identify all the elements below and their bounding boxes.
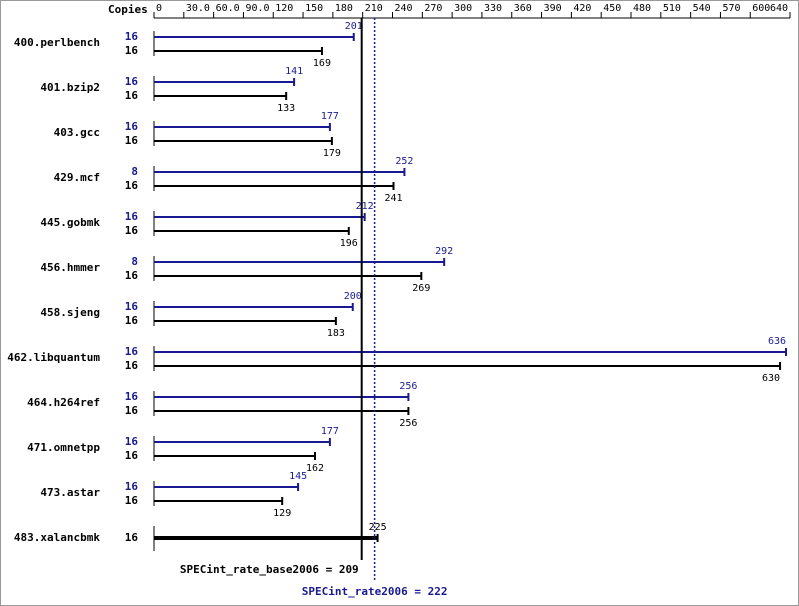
value-label: 225: [369, 522, 387, 533]
value-label: 177: [321, 111, 339, 122]
copies-label: 16: [125, 300, 139, 313]
value-label: 212: [356, 201, 374, 212]
benchmark-name: 445.gobmk: [40, 216, 100, 229]
value-label: 252: [395, 156, 413, 167]
copies-label: 16: [125, 75, 139, 88]
reference-label: SPECint_rate_base2006 = 209: [180, 563, 359, 576]
copies-label: 16: [125, 179, 139, 192]
x-tick-label: 0: [156, 3, 162, 14]
copies-label: 16: [125, 345, 139, 358]
value-label: 162: [306, 463, 324, 474]
x-tick-label: 510: [663, 3, 681, 14]
value-label: 630: [762, 373, 780, 384]
x-tick-label: 270: [424, 3, 442, 14]
benchmark-name: 403.gcc: [54, 126, 100, 139]
value-label: 183: [327, 328, 345, 339]
value-label: 169: [313, 58, 331, 69]
copies-label: 16: [125, 435, 139, 448]
copies-label: 16: [125, 30, 139, 43]
copies-label: 16: [125, 44, 139, 57]
benchmark-name: 458.sjeng: [40, 306, 100, 319]
copies-label: 16: [125, 449, 139, 462]
benchmark-name: 462.libquantum: [7, 351, 100, 364]
value-label: 145: [289, 471, 307, 482]
value-label: 292: [435, 246, 453, 257]
value-label: 196: [340, 238, 358, 249]
copies-label: 16: [125, 494, 139, 507]
copies-label: 16: [125, 359, 139, 372]
copies-label: 16: [125, 404, 139, 417]
copies-label: 16: [125, 531, 139, 544]
x-tick-label: 390: [544, 3, 562, 14]
benchmark-name: 464.h264ref: [27, 396, 100, 409]
copies-label: 16: [125, 210, 139, 223]
x-tick-label: 210: [365, 3, 383, 14]
x-tick-label: 90.0: [245, 3, 269, 14]
value-label: 177: [321, 426, 339, 437]
x-tick-label: 480: [633, 3, 651, 14]
value-label: 133: [277, 103, 295, 114]
x-tick-label: 150: [305, 3, 323, 14]
copies-label: 16: [125, 480, 139, 493]
copies-label: 16: [125, 269, 139, 282]
benchmark-name: 401.bzip2: [40, 81, 100, 94]
x-tick-label: 600: [752, 3, 770, 14]
copies-header: Copies: [108, 3, 148, 16]
benchmark-name: 400.perlbench: [14, 36, 100, 49]
x-tick-label: 60.0: [216, 3, 240, 14]
x-tick-label: 30.0: [186, 3, 210, 14]
x-tick-label: 540: [693, 3, 711, 14]
copies-label: 8: [131, 165, 138, 178]
value-label: 200: [344, 291, 362, 302]
x-tick-label: 570: [722, 3, 740, 14]
value-label: 269: [412, 283, 430, 294]
x-tick-label: 300: [454, 3, 472, 14]
copies-label: 8: [131, 255, 138, 268]
value-label: 241: [384, 193, 402, 204]
x-tick-label: 330: [484, 3, 502, 14]
benchmark-name: 471.omnetpp: [27, 441, 100, 454]
x-tick-label: 180: [335, 3, 353, 14]
x-tick-label: 450: [603, 3, 621, 14]
reference-label: SPECint_rate2006 = 222: [302, 585, 448, 598]
value-label: 141: [285, 66, 303, 77]
x-tick-label: 420: [573, 3, 591, 14]
benchmark-name: 473.astar: [40, 486, 100, 499]
x-tick-label: 120: [275, 3, 293, 14]
value-label: 201: [345, 21, 363, 32]
x-tick-label: 360: [514, 3, 532, 14]
copies-label: 16: [125, 224, 139, 237]
copies-label: 16: [125, 89, 139, 102]
benchmark-name: 429.mcf: [54, 171, 100, 184]
copies-label: 16: [125, 134, 139, 147]
copies-label: 16: [125, 120, 139, 133]
value-label: 256: [399, 418, 417, 429]
value-label: 129: [273, 508, 291, 519]
copies-label: 16: [125, 314, 139, 327]
value-label: 179: [323, 148, 341, 159]
x-tick-label: 640: [770, 3, 788, 14]
x-tick-label: 240: [395, 3, 413, 14]
value-label: 636: [768, 336, 786, 347]
value-label: 256: [399, 381, 417, 392]
copies-label: 16: [125, 390, 139, 403]
benchmark-name: 483.xalancbmk: [14, 531, 100, 544]
benchmark-name: 456.hmmer: [40, 261, 100, 274]
